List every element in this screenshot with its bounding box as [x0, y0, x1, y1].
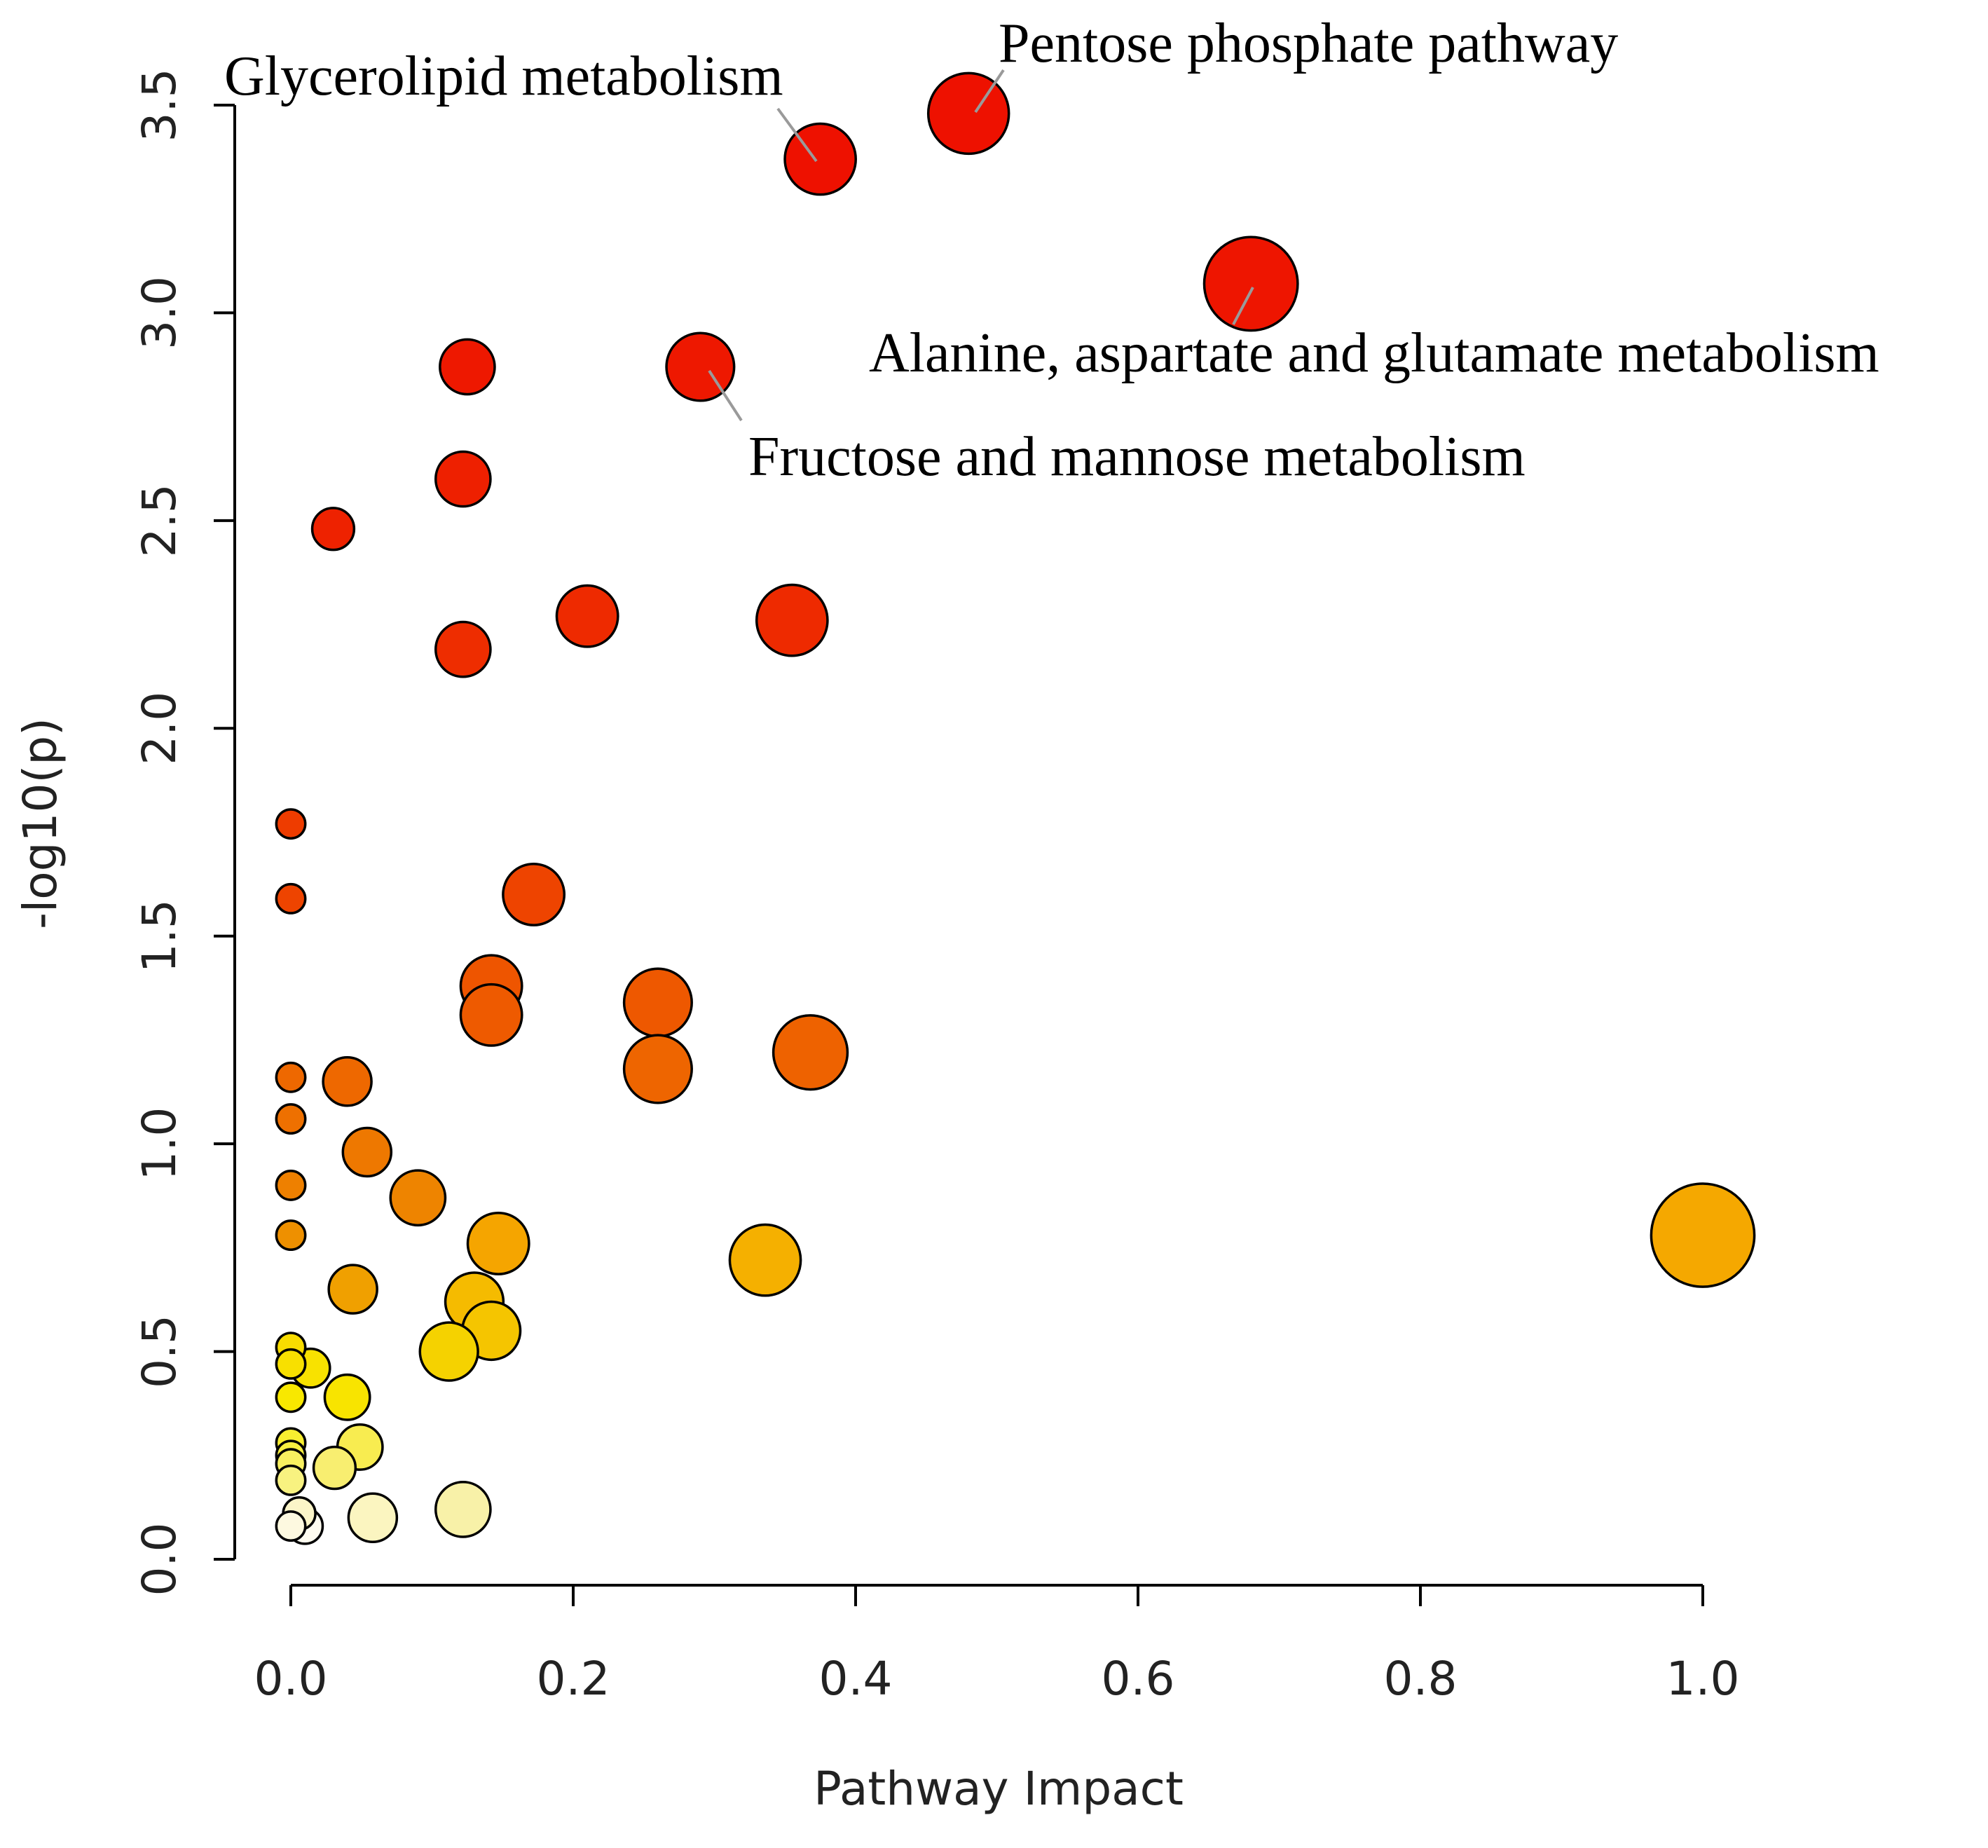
y-axis: 0.0 0.5 1.0 1.5 2.0 2.5 3.0 3.5	[132, 69, 236, 1596]
y-tick-label: 1.5	[132, 899, 186, 973]
y-tick-label: 0.0	[132, 1523, 186, 1596]
data-point	[459, 983, 523, 1047]
data-point	[275, 1103, 307, 1135]
y-tick-label: 2.0	[132, 692, 186, 765]
data-point	[389, 1169, 447, 1227]
data-point	[275, 1061, 307, 1093]
data-point	[434, 620, 492, 678]
data-point	[622, 1034, 693, 1104]
data-points	[275, 71, 1756, 1545]
data-point	[926, 71, 1010, 156]
data-point	[275, 1464, 307, 1496]
data-point	[275, 1510, 307, 1542]
y-axis-title: -log10(p)	[13, 718, 67, 929]
x-tick-label: 0.8	[1384, 1652, 1458, 1706]
data-point	[439, 338, 496, 396]
data-point	[275, 1169, 307, 1201]
x-axis-title: Pathway Impact	[814, 1762, 1184, 1816]
annotation-leader-fructose-mannose	[708, 369, 743, 422]
data-point	[275, 1219, 307, 1252]
data-point	[275, 1348, 307, 1380]
y-tick-label: 3.0	[132, 276, 186, 350]
y-tick-label: 1.0	[132, 1107, 186, 1181]
data-point	[418, 1321, 479, 1382]
annotation-label-pentose-phosphate: Pentose phosphate pathway	[999, 13, 1618, 74]
data-point	[434, 1481, 492, 1538]
data-point	[665, 331, 736, 402]
data-point	[772, 1014, 849, 1091]
data-point	[275, 1381, 307, 1414]
y-tick-label: 0.5	[132, 1315, 186, 1388]
data-point	[347, 1492, 399, 1543]
annotation-label-alanine-aspartate-glutamate: Alanine, aspartate and glutamate metabol…	[869, 322, 1879, 384]
data-point	[466, 1211, 530, 1275]
annotation-label-fructose-mannose: Fructose and mannose metabolism	[748, 426, 1526, 488]
annotation-leader-glycerolipid	[776, 107, 818, 163]
data-point	[323, 1373, 371, 1421]
data-point	[312, 1445, 357, 1491]
annotation-label-glycerolipid: Glycerolipid metabolism	[224, 46, 783, 107]
data-point	[502, 862, 566, 926]
x-tick-label: 0.2	[537, 1652, 610, 1706]
x-tick-label: 1.0	[1666, 1652, 1740, 1706]
data-point	[1650, 1182, 1756, 1288]
data-point	[275, 808, 307, 840]
x-axis: 0.0 0.2 0.4 0.6 0.8 1.0	[254, 1584, 1740, 1706]
data-point	[275, 882, 307, 915]
annotations: Pentose phosphate pathway Glycerolipid m…	[224, 13, 1879, 488]
data-point	[622, 967, 693, 1038]
y-tick-label: 2.5	[132, 484, 186, 557]
data-point	[310, 507, 356, 552]
data-point	[434, 450, 492, 508]
data-point	[555, 584, 619, 648]
x-tick-label: 0.4	[819, 1652, 893, 1706]
y-tick-label: 3.5	[132, 69, 186, 142]
data-point	[327, 1264, 378, 1315]
x-tick-label: 0.6	[1102, 1652, 1175, 1706]
data-point	[1202, 235, 1299, 332]
annotation-leader-pentose-phosphate	[974, 69, 1005, 114]
x-tick-label: 0.0	[254, 1652, 328, 1706]
data-point	[728, 1223, 802, 1297]
data-point	[341, 1126, 393, 1178]
annotation-leader-alanine-aspartate-glutamate	[1232, 287, 1254, 325]
data-point	[322, 1055, 373, 1107]
data-point	[755, 583, 829, 657]
